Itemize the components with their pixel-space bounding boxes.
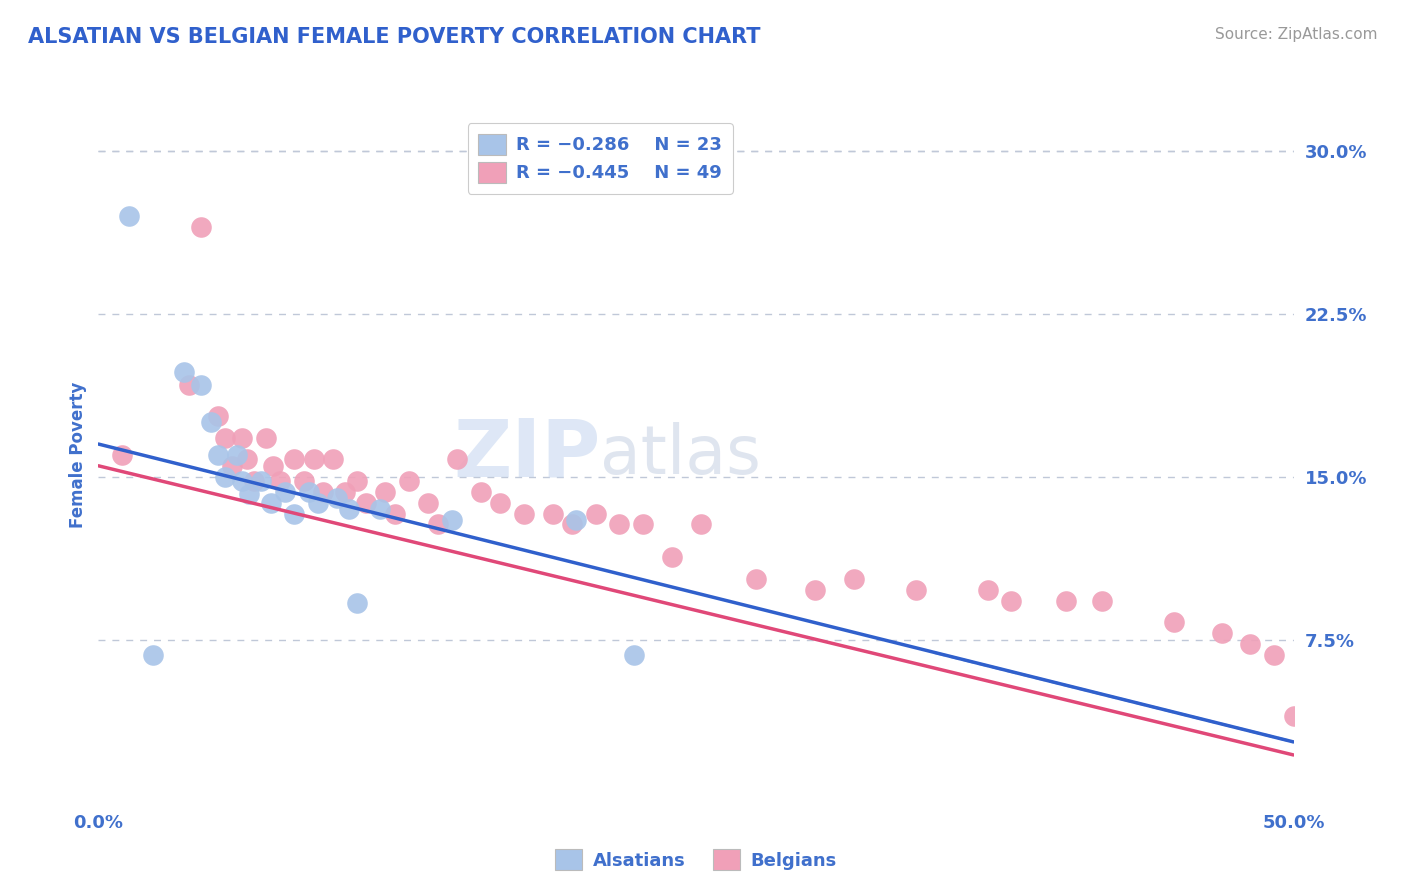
Point <box>513 507 536 521</box>
Point <box>1263 648 1285 662</box>
Point <box>207 448 229 462</box>
Point <box>231 474 253 488</box>
Point <box>374 484 396 499</box>
Point <box>221 458 243 473</box>
Point <box>142 648 165 662</box>
Point <box>214 431 236 445</box>
Point <box>179 378 201 392</box>
Point <box>370 502 392 516</box>
Point <box>541 507 564 521</box>
Point <box>269 474 291 488</box>
Point <box>446 452 468 467</box>
Point <box>190 378 212 392</box>
Point <box>633 517 655 532</box>
Point <box>283 452 305 467</box>
Point <box>312 484 335 499</box>
Point <box>118 209 141 223</box>
Point <box>1163 615 1185 630</box>
Point <box>326 491 349 506</box>
Point <box>302 452 325 467</box>
Point <box>173 365 195 379</box>
Point <box>262 458 284 473</box>
Point <box>214 469 236 483</box>
Point <box>561 517 583 532</box>
Text: ZIP: ZIP <box>453 416 600 494</box>
Point <box>745 572 768 586</box>
Point <box>250 474 273 488</box>
Point <box>200 415 222 429</box>
Point <box>1091 593 1114 607</box>
Point <box>689 517 711 532</box>
Point <box>333 484 356 499</box>
Point <box>226 448 249 462</box>
Legend: Alsatians, Belgians: Alsatians, Belgians <box>548 842 844 877</box>
Point <box>1211 626 1233 640</box>
Point <box>1282 708 1305 723</box>
Point <box>384 507 406 521</box>
Point <box>398 474 420 488</box>
Point <box>609 517 631 532</box>
Point <box>418 496 440 510</box>
Point <box>661 550 683 565</box>
Point <box>842 572 865 586</box>
Point <box>274 484 297 499</box>
Y-axis label: Female Poverty: Female Poverty <box>69 382 87 528</box>
Text: Source: ZipAtlas.com: Source: ZipAtlas.com <box>1215 27 1378 42</box>
Point <box>243 474 266 488</box>
Point <box>489 496 512 510</box>
Point <box>207 409 229 423</box>
Point <box>346 596 368 610</box>
Point <box>307 496 329 510</box>
Point <box>298 484 321 499</box>
Point <box>259 496 281 510</box>
Point <box>804 582 827 597</box>
Point <box>354 496 377 510</box>
Point <box>470 484 492 499</box>
Point <box>585 507 607 521</box>
Point <box>1054 593 1078 607</box>
Point <box>111 448 134 462</box>
Point <box>976 582 998 597</box>
Point <box>904 582 927 597</box>
Point <box>623 648 645 662</box>
Point <box>441 513 464 527</box>
Point <box>283 507 305 521</box>
Point <box>190 219 212 234</box>
Point <box>346 474 368 488</box>
Point <box>339 502 360 516</box>
Point <box>235 452 257 467</box>
Text: atlas: atlas <box>600 422 761 488</box>
Point <box>231 431 253 445</box>
Point <box>565 513 588 527</box>
Point <box>254 431 277 445</box>
Point <box>292 474 315 488</box>
Point <box>1239 637 1261 651</box>
Point <box>322 452 344 467</box>
Point <box>238 487 260 501</box>
Point <box>426 517 449 532</box>
Text: ALSATIAN VS BELGIAN FEMALE POVERTY CORRELATION CHART: ALSATIAN VS BELGIAN FEMALE POVERTY CORRE… <box>28 27 761 46</box>
Point <box>1000 593 1022 607</box>
